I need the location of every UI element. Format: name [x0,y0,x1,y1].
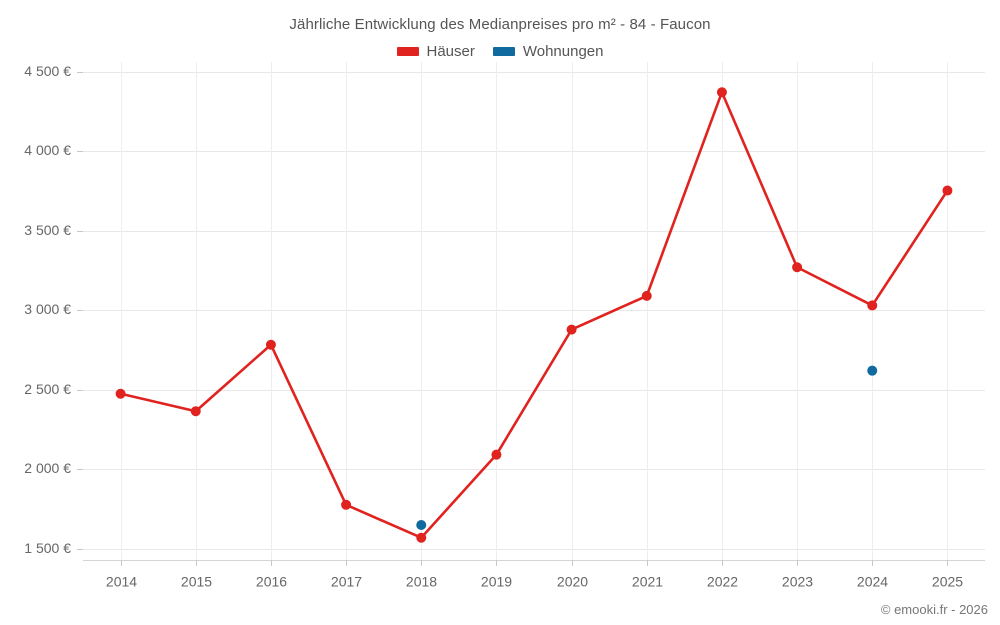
data-point[interactable] [190,406,201,417]
chart-title: Jährliche Entwicklung des Medianpreises … [289,16,711,33]
y-tick-label: 3 000 € [24,301,71,317]
y-tick-label: 2 500 € [24,381,71,397]
legend-item-wohnungen[interactable]: Wohnungen [492,43,604,60]
data-point[interactable] [416,520,427,530]
x-tick-label: 2018 [406,573,437,589]
data-point[interactable] [792,262,803,273]
x-tick-label: 2025 [932,573,963,589]
chart-legend: Häuser Wohnungen [0,43,1000,60]
data-point[interactable] [491,449,502,460]
y-axis-tick-labels: 1 500 € 2 000 € 2 500 € 3 000 € 3 500 € 4 000… [24,63,71,556]
legend-swatch-hauser [396,47,419,56]
series-line-häuser [119,90,949,540]
tick-marks [77,72,948,566]
x-tick-label: 2017 [331,573,362,589]
y-tick-label: 1 500 € [24,540,71,556]
data-point[interactable] [341,499,352,510]
data-point[interactable] [265,339,276,350]
data-point[interactable] [416,532,427,543]
y-tick-label: 3 500 € [24,222,71,238]
legend-label-wohnungen: Wohnungen [522,43,604,60]
x-tick-label: 2019 [481,573,512,589]
x-tick-label: 2020 [557,573,588,589]
data-point[interactable] [942,185,953,196]
y-tick-label: 4 500 € [24,63,71,79]
series-lines [119,90,949,540]
x-tick-label: 2014 [106,573,137,589]
x-tick-label: 2016 [256,573,287,589]
credit-text: © emooki.fr - 2026 [880,602,988,617]
data-point[interactable] [867,365,878,376]
gridlines-vertical [121,62,948,560]
x-tick-label: 2024 [857,573,888,589]
x-axis-tick-labels: 2014 2015 2016 2017 2018 2019 2020 2021 2022 2023… [106,573,963,589]
legend-item-hauser[interactable]: Häuser [396,43,475,60]
y-tick-label: 4 000 € [24,142,71,158]
data-point[interactable] [867,300,878,311]
data-point[interactable] [566,324,577,335]
x-tick-label: 2022 [707,573,738,589]
data-point[interactable] [641,290,652,301]
x-tick-label: 2015 [181,573,212,589]
gridlines-horizontal [83,72,985,550]
x-tick-label: 2021 [632,573,663,589]
legend-label-hauser: Häuser [426,43,475,60]
x-tick-label: 2023 [782,573,813,589]
data-point[interactable] [115,388,126,399]
data-point[interactable] [716,87,727,98]
y-tick-label: 2 000 € [24,460,71,476]
legend-swatch-wohnungen [492,47,515,56]
series-points [115,87,953,543]
